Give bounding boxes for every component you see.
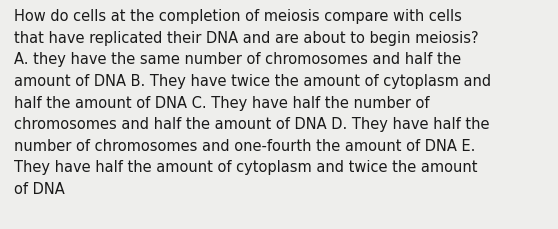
Text: How do cells at the completion of meiosis compare with cells
that have replicate: How do cells at the completion of meiosi… — [14, 9, 491, 196]
